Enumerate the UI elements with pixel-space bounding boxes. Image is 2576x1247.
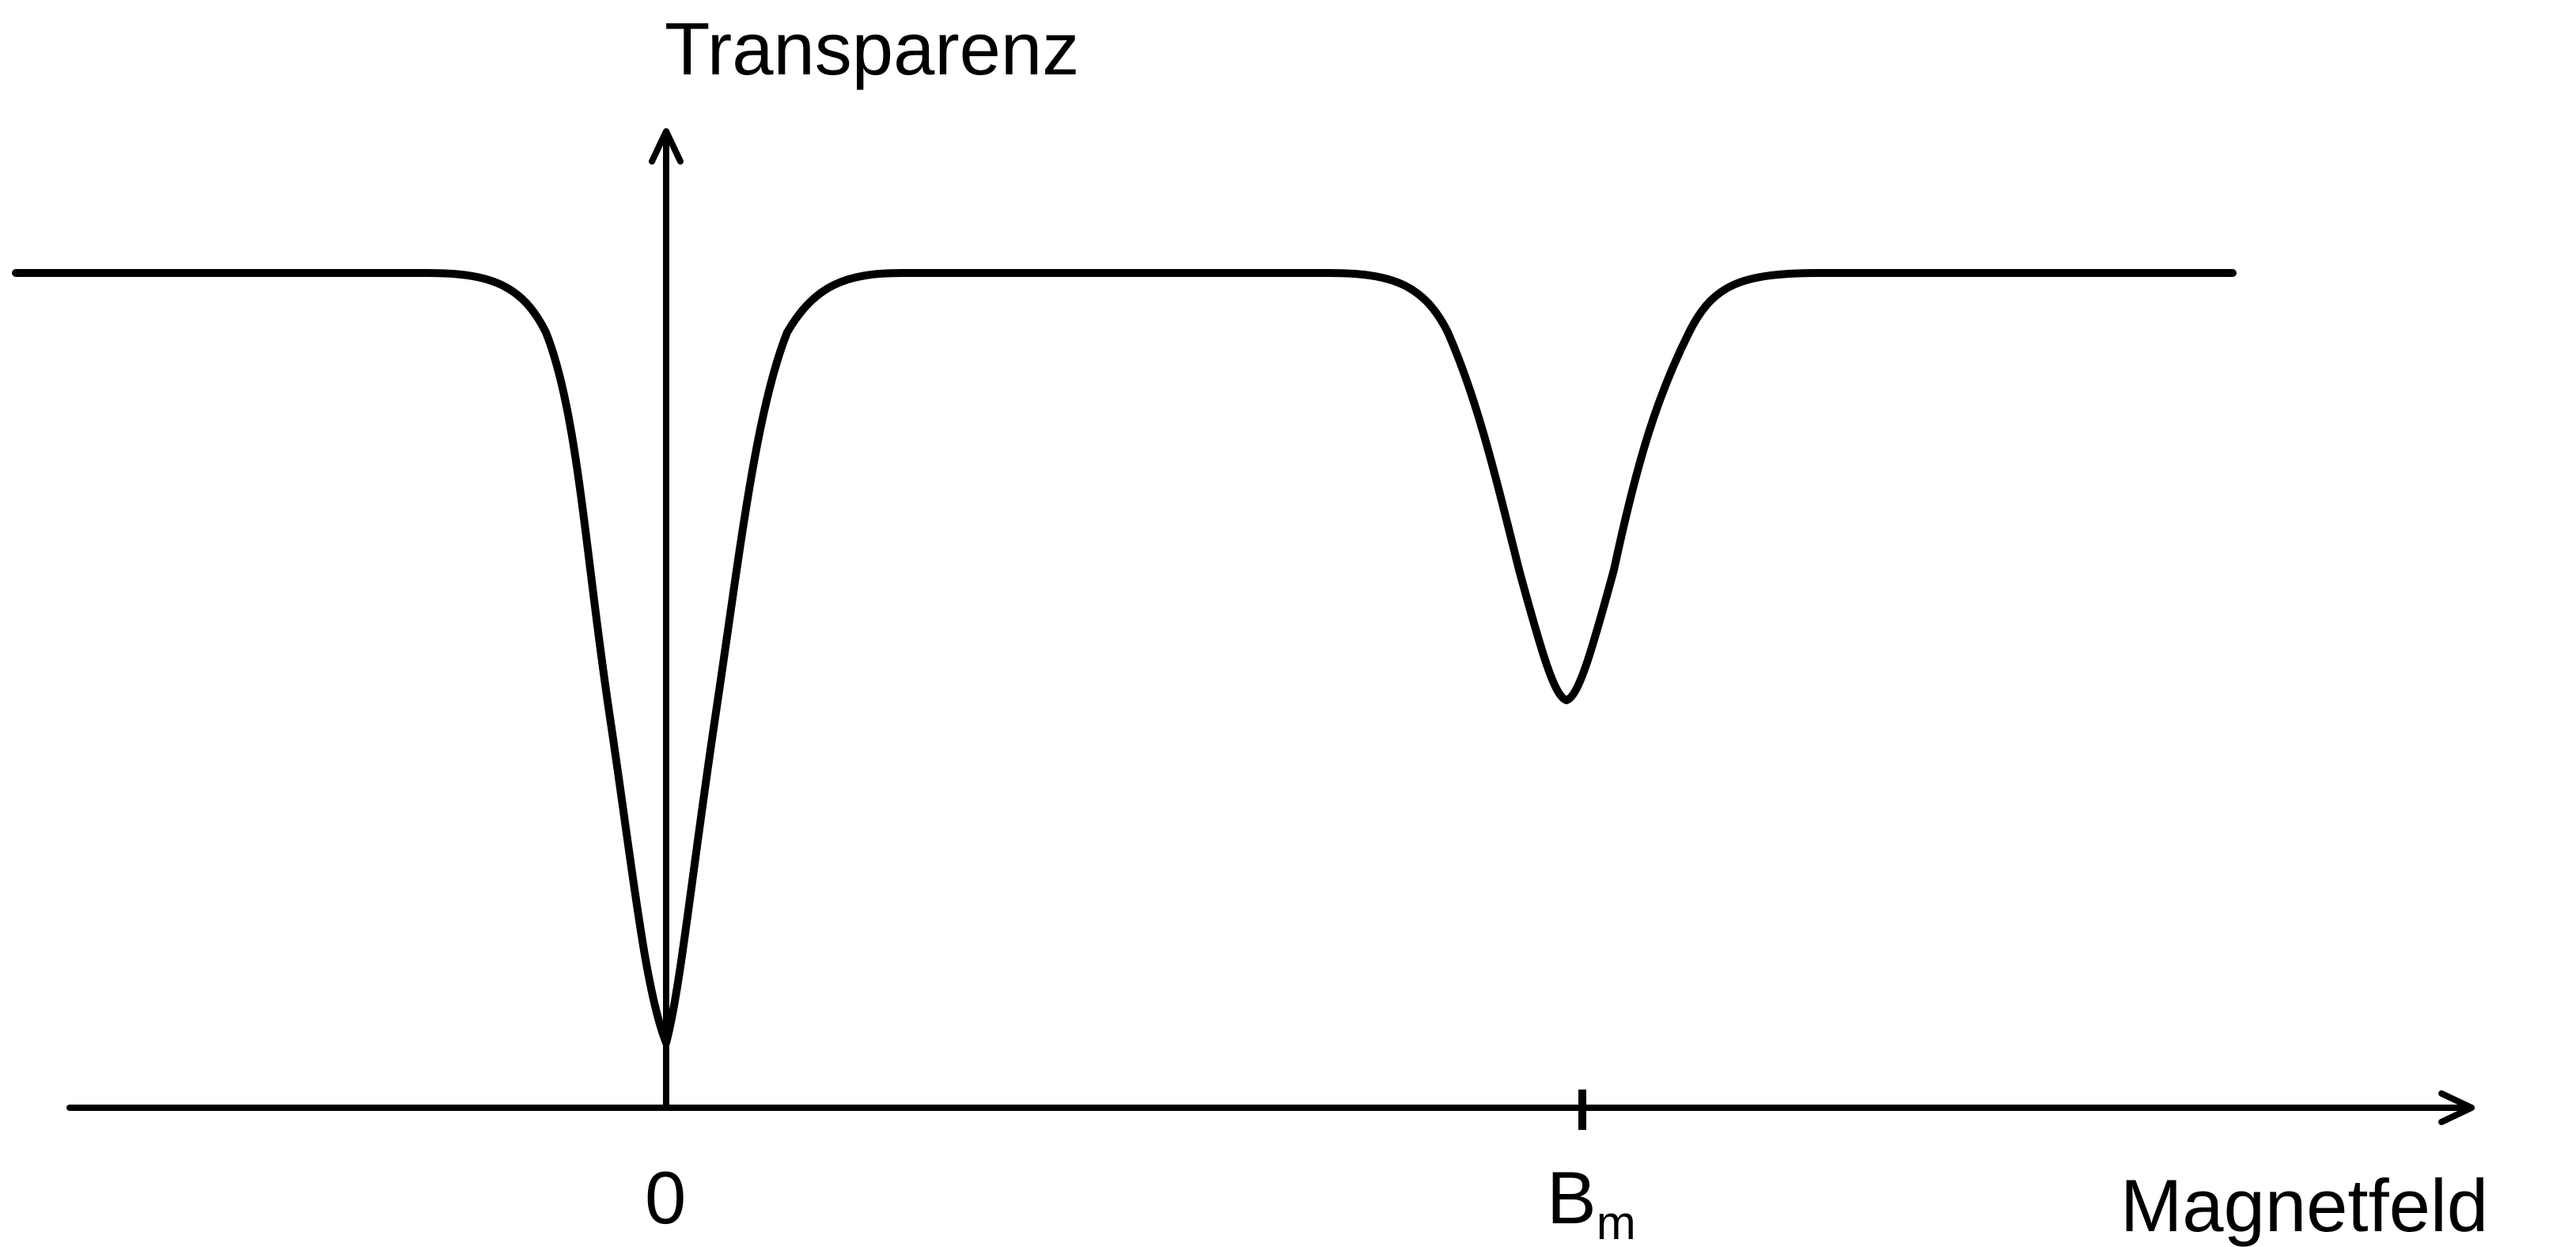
bm-tick-label-subscript: m <box>1597 1196 1636 1247</box>
y-axis-arrowhead <box>649 128 684 165</box>
x-axis-arrowhead <box>2438 1090 2475 1125</box>
x-axis-title: Magnetfeld <box>2120 1164 2488 1247</box>
bm-tick-label: Bm <box>1547 1156 1636 1247</box>
transparency-curve <box>12 269 2237 1047</box>
origin-tick-label: 0 <box>645 1156 686 1239</box>
y-axis-title: Transparenz <box>665 7 1079 90</box>
bm-tick-label-main: B <box>1547 1156 1597 1239</box>
